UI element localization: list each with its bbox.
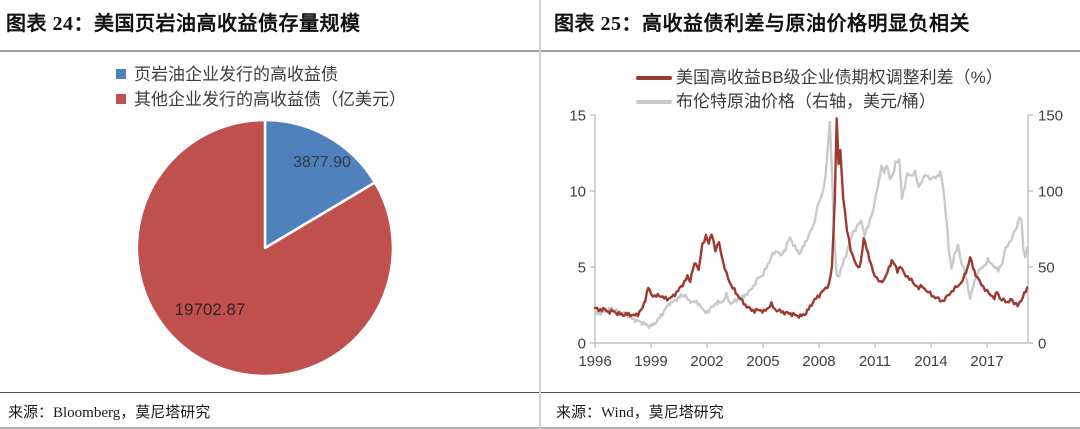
pie-value-shale: 3877.90 [293, 154, 351, 171]
figure-25-panel: 图表 25：高收益债利差与原油价格明显负相关 美国高收益BB级企业债期权调整利差… [540, 0, 1080, 429]
legend-line-gray [636, 100, 672, 104]
svg-text:2008: 2008 [802, 353, 835, 370]
svg-text:100: 100 [1038, 184, 1063, 201]
legend-swatch-red [116, 94, 126, 104]
legend-item-shale-bonds: 页岩油企业发行的高收益债 [116, 62, 406, 87]
shale-hy-bond-pie-chart [135, 118, 395, 378]
svg-text:1999: 1999 [634, 353, 667, 370]
figure-25-title: 图表 25：高收益债利差与原油价格明显负相关 [540, 0, 1080, 52]
svg-text:50: 50 [1038, 260, 1055, 277]
svg-text:2005: 2005 [746, 353, 779, 370]
svg-text:150: 150 [1038, 108, 1063, 125]
figure-24-body: 页岩油企业发行的高收益债 其他企业发行的高收益债（亿美元） 3877.90 19… [0, 52, 540, 392]
legend-item-bb-spread: 美国高收益BB级企业债期权调整利差（%） [636, 66, 1003, 90]
figure-24-title: 图表 24：美国页岩油高收益债存量规模 [0, 0, 540, 52]
figure-24-panel: 图表 24：美国页岩油高收益债存量规模 页岩油企业发行的高收益债 其他企业发行的… [0, 0, 540, 427]
svg-text:5: 5 [578, 260, 586, 277]
svg-text:0: 0 [1038, 336, 1046, 353]
legend-swatch-blue [116, 69, 126, 79]
legend-label-other-bonds: 其他企业发行的高收益债（亿美元） [134, 90, 406, 109]
pie-value-other: 19702.87 [174, 300, 246, 319]
figure-24-source: 来源：Bloomberg，莫尼塔研究 [0, 392, 540, 427]
svg-text:2002: 2002 [690, 353, 723, 370]
figure-25-body: 美国高收益BB级企业债期权调整利差（%） 布伦特原油价格（右轴，美元/桶） 0 5… [540, 52, 1080, 392]
svg-text:1996: 1996 [578, 353, 611, 370]
svg-text:0: 0 [578, 336, 586, 353]
legend-item-other-bonds: 其他企业发行的高收益债（亿美元） [116, 87, 406, 112]
brent-price-line [593, 120, 1029, 329]
svg-text:2011: 2011 [859, 353, 891, 370]
pie-legend: 页岩油企业发行的高收益债 其他企业发行的高收益债（亿美元） [116, 62, 406, 112]
legend-label-bb-spread: 美国高收益BB级企业债期权调整利差（%） [676, 68, 1003, 87]
svg-text:2017: 2017 [970, 353, 1003, 370]
figure-25-source: 来源：Wind，莫尼塔研究 [540, 392, 1080, 427]
legend-label-brent-price: 布伦特原油价格（右轴，美元/桶） [676, 92, 936, 111]
svg-text:15: 15 [569, 108, 586, 125]
line-legend: 美国高收益BB级企业债期权调整利差（%） 布伦特原油价格（右轴，美元/桶） [636, 66, 1003, 114]
legend-item-brent-price: 布伦特原油价格（右轴，美元/桶） [636, 90, 1003, 114]
pie-slice-other [135, 118, 395, 378]
svg-text:10: 10 [569, 184, 586, 201]
legend-line-red [636, 76, 672, 80]
svg-text:2014: 2014 [914, 353, 947, 370]
legend-label-shale-bonds: 页岩油企业发行的高收益债 [134, 65, 338, 84]
panel-divider [539, 0, 541, 429]
pie-slice-shale [263, 118, 377, 250]
bb-spread-line [593, 117, 1029, 319]
